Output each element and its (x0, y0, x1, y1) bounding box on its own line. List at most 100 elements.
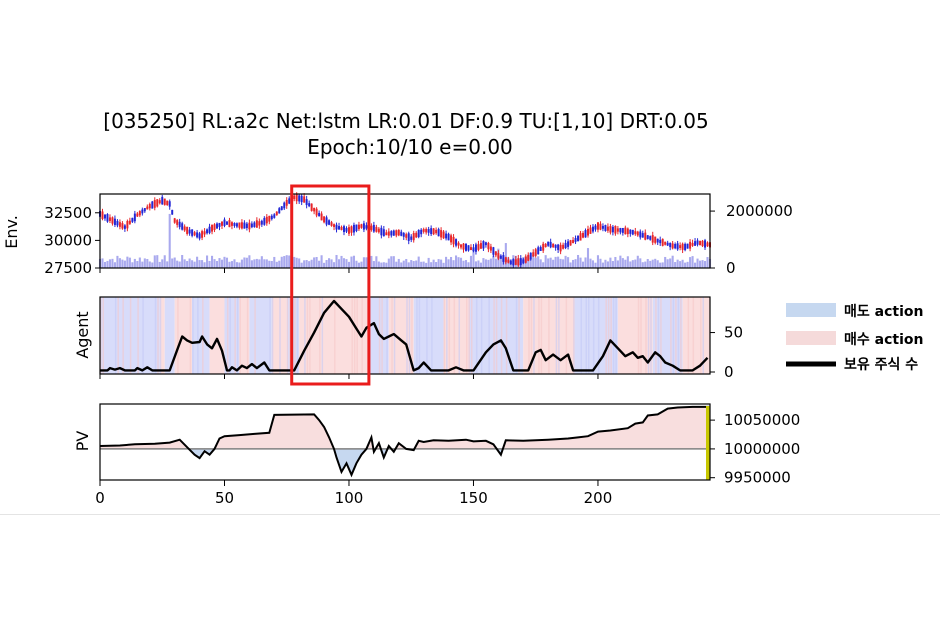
volume-bar (499, 255, 502, 268)
holdings-line (100, 299, 709, 372)
candle-body (313, 207, 316, 212)
pv-panel: PV 9950000 10000000 10050000 (73, 403, 800, 487)
volume-bar (614, 256, 617, 268)
candle-body (298, 195, 301, 202)
volume-bar (380, 262, 383, 268)
legend-sell-swatch (786, 303, 836, 317)
volume-bar (188, 258, 191, 268)
candle-body (567, 241, 570, 247)
candle-body (136, 213, 139, 217)
volume-bar (365, 257, 368, 268)
buy-action-stripe (468, 297, 470, 374)
candle-body (168, 201, 171, 207)
candle-body (151, 201, 154, 209)
volume-bar (191, 260, 194, 268)
volume-bar (300, 262, 303, 268)
volume-bar (350, 256, 353, 268)
candle-body (250, 223, 253, 228)
volume-bar (477, 260, 480, 268)
volume-bar (280, 256, 283, 268)
candle-body (340, 226, 343, 231)
candle-body (469, 247, 472, 250)
volume-bar (377, 261, 380, 268)
candle-body (564, 242, 567, 249)
volume-bar (591, 260, 595, 268)
pv-ylabel: PV (73, 431, 92, 452)
volume-bar (230, 261, 234, 268)
candle-body (664, 241, 667, 245)
candle-body (634, 231, 637, 235)
buy-action-stripe (518, 297, 520, 374)
volume-bar (609, 257, 612, 268)
pv-ytick-label: 10000000 (724, 440, 800, 458)
volume-bar (459, 257, 463, 268)
volume-bar (621, 258, 624, 268)
candle-body (270, 215, 273, 220)
candle-body (577, 235, 580, 242)
candle-body (626, 228, 629, 235)
candle-body (659, 239, 662, 244)
legend: 매도 action 매수 action 보유 주식 수 (786, 303, 923, 373)
volume-bar (484, 259, 487, 268)
buy-action-stripe (189, 297, 192, 374)
volume-bar (420, 261, 423, 268)
buy-action-stripe (294, 297, 296, 374)
candle-body (527, 254, 530, 261)
pv-line (99, 405, 710, 478)
buy-action-stripe (157, 297, 159, 374)
volume-bar (624, 259, 627, 268)
candle-body (704, 240, 707, 248)
candle-body (594, 225, 597, 230)
sell-action-stripe (475, 297, 478, 374)
candle-body (216, 223, 219, 229)
volume-bar (332, 262, 336, 268)
volume-bar (415, 260, 418, 268)
volume-bar (452, 260, 455, 268)
volume-bar (435, 262, 438, 268)
volume-bar (559, 258, 562, 268)
volume-bar (315, 257, 318, 268)
volume-bar (268, 260, 271, 268)
candle-body (173, 218, 176, 223)
sell-action-stripe (431, 297, 433, 374)
volume-bar (186, 261, 189, 268)
candle-body (283, 202, 286, 209)
candle-body (611, 226, 614, 233)
candle-body (370, 225, 373, 230)
candle-body (679, 245, 682, 249)
volume-bar (604, 259, 607, 268)
volume-bar (250, 260, 253, 268)
candle-body (666, 242, 669, 246)
volume-bar (469, 255, 473, 268)
candle-body (614, 225, 617, 234)
candle-body (352, 224, 355, 233)
volume-bar (412, 261, 415, 268)
candle-body (293, 195, 296, 200)
volume-bar (278, 260, 281, 268)
candle-body (260, 220, 263, 225)
volume-bar (681, 259, 684, 268)
candle-body (268, 215, 271, 222)
volume-bar (474, 261, 478, 268)
volume-bar (183, 259, 186, 268)
volume-bar (691, 256, 694, 268)
volume-bar (706, 257, 709, 268)
candle-body (300, 195, 303, 203)
buy-action-stripe (129, 297, 132, 374)
volume-bar (482, 258, 485, 268)
agent-panel: Agent 0 50 (73, 296, 743, 381)
candle-body (365, 225, 368, 229)
volume-bar (689, 257, 692, 268)
volume-bar (342, 258, 346, 268)
volume-bar (671, 255, 674, 268)
candle-body (534, 249, 537, 256)
candle-body (253, 222, 256, 227)
volume-bar (626, 256, 629, 268)
candle-body (591, 226, 594, 232)
volume-bar (581, 261, 585, 268)
candle-body (542, 243, 545, 251)
volume-bar (283, 256, 286, 268)
buy-action-stripe (202, 297, 204, 374)
sell-action-stripe (615, 297, 617, 374)
volume-bar (385, 262, 388, 268)
